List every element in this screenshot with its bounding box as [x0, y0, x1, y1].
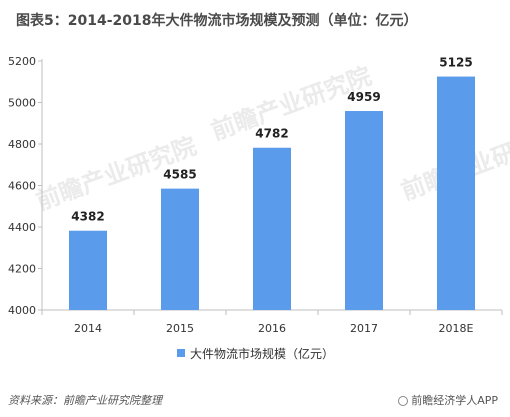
y-tick-label: 4200: [8, 263, 36, 276]
y-tick-label: 5000: [8, 97, 36, 110]
x-tick-label-2014: 2014: [74, 322, 102, 335]
source-note: 资料来源：前瞻产业研究院整理: [8, 394, 162, 407]
x-tick-label-2015: 2015: [166, 322, 194, 335]
x-tick-label-2018E: 2018E: [439, 322, 474, 335]
brand-name: 前瞻经济学人APP: [411, 394, 498, 407]
legend-swatch: [177, 349, 185, 357]
y-tick-label: 5200: [8, 55, 36, 68]
data-label-2016: 4782: [255, 127, 288, 141]
bar-2016: [253, 147, 291, 310]
bar-2018E: [437, 76, 475, 310]
x-tick-label-2017: 2017: [350, 322, 378, 335]
data-label-2015: 4585: [163, 168, 196, 182]
bar-2015: [161, 188, 199, 310]
y-tick-label: 4600: [8, 180, 36, 193]
bars: 4382 4585 4782 4959 5125: [69, 56, 475, 310]
y-tick-label: 4000: [8, 304, 36, 317]
brand-logo-icon: [398, 396, 409, 406]
data-label-2017: 4959: [347, 90, 380, 104]
bar-2017: [345, 111, 383, 310]
bar-2014: [69, 230, 107, 310]
brand-credit: 前瞻经济学人APP: [398, 392, 498, 408]
x-axis: 2014 2015 2016 2017 2018E: [41, 309, 503, 335]
y-tick-label: 4800: [8, 138, 36, 151]
chart-title: 图表5：2014-2018年大件物流市场规模及预测（单位：亿元）: [16, 13, 418, 29]
data-label-2014: 4382: [71, 210, 104, 224]
x-tick-label-2016: 2016: [258, 322, 286, 335]
data-label-2018E: 5125: [439, 56, 472, 70]
y-axis: 4000 4200 4400 4600 4800 5000 5200: [8, 55, 43, 317]
legend: 大件物流市场规模（亿元）: [177, 346, 334, 361]
legend-label: 大件物流市场规模（亿元）: [190, 346, 334, 361]
y-tick-label: 4400: [8, 221, 36, 234]
